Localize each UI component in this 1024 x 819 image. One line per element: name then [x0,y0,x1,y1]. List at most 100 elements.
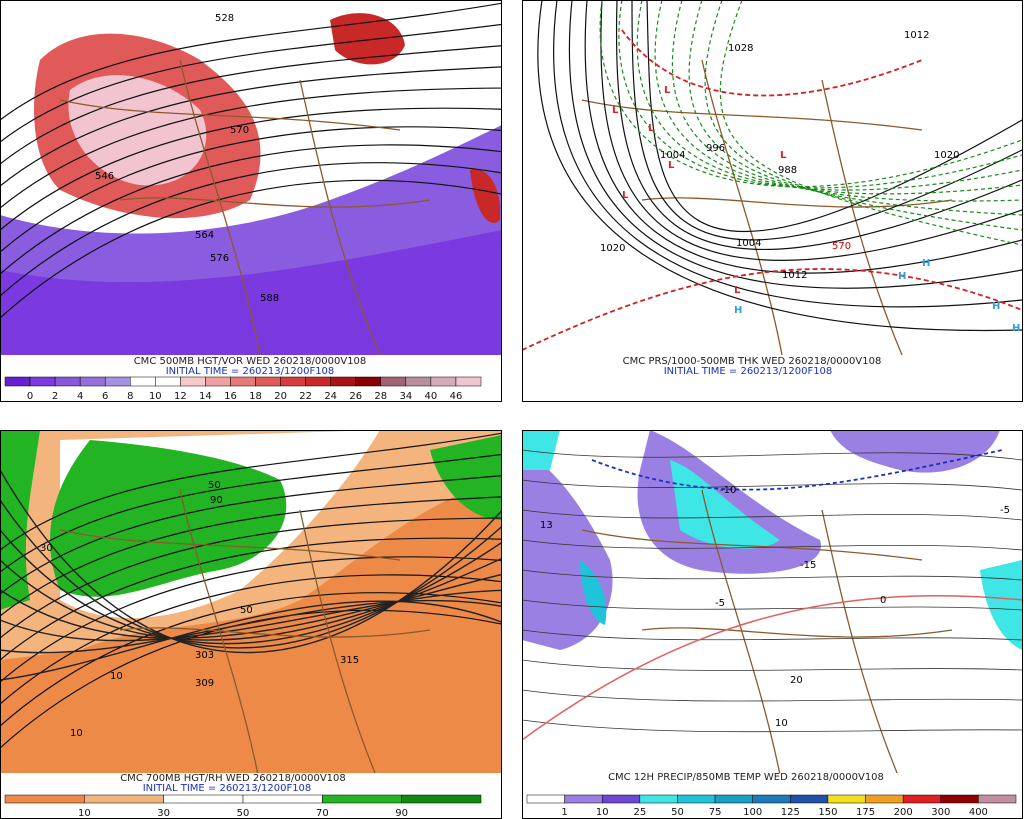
high-marker: H [992,301,1000,312]
contour-line [299,509,376,773]
colorbar-swatch [322,794,402,804]
contour-label: 13 [540,520,553,531]
contour-label: 570 [832,241,851,252]
contour-line [0,475,502,595]
contour-label: 1020 [934,150,959,161]
colorbar-label: 30 [157,808,170,819]
contour-line [522,659,1022,671]
contour-line [646,0,1022,233]
colorbar-swatch [305,376,331,387]
contour-line [179,59,261,355]
contour-label: -10 [720,485,736,496]
contour-line [522,719,1022,733]
contour-line [0,87,502,209]
contour-line [671,0,1022,202]
colorbar-swatch [163,794,244,804]
colorbar-label: 12 [174,391,187,402]
contour-line [615,0,1022,250]
colorbar-swatch [155,376,181,387]
colorbar-swatch [79,376,106,387]
contour-line [0,529,502,645]
colorbar-swatch [564,794,603,804]
panel-title: CMC PRS/1000-500MB THK WED 260218/0000V1… [623,356,882,367]
colorbar-label: 22 [299,391,312,402]
contour-label: 564 [195,230,214,241]
colorbar-swatch [401,794,482,804]
panel-frame [522,0,1023,402]
panel-title: CMC 700MB HGT/RH WED 260218/0000V108 [120,773,346,784]
contour-line [522,268,1022,351]
high-marker: H [1012,323,1020,334]
contour-line [701,489,781,773]
contour-label: -5 [715,598,725,609]
colorbar-swatch [4,376,31,387]
high-marker: H [922,258,930,269]
colorbar-label: 100 [743,807,762,818]
colorbar-label: 25 [633,807,646,818]
contour-line [522,509,1022,521]
contour-line [584,0,1022,274]
contour-label: 1028 [728,43,753,54]
colorbar-swatch [978,794,1017,804]
contour-line [0,599,502,654]
vort-area [68,75,207,186]
contour-line [0,574,502,705]
contour-line [654,0,1022,195]
contour-line [0,573,502,639]
contour-line [522,595,1022,741]
contour-line [0,589,502,642]
contour-line [618,0,1022,189]
contour-line [0,23,502,143]
contour-line [0,2,502,121]
colorbar-label: 90 [395,808,408,819]
contour-label: -5 [1000,505,1010,516]
contour-line [0,107,502,231]
panel-subtitle: INITIAL TIME = 260213/1200F108 [143,783,312,794]
contour-line [719,0,1022,246]
colorbar-label: 8 [127,391,133,402]
contour-line [0,557,502,641]
colorbar-label: 70 [316,808,329,819]
colorbar-swatch [230,376,256,387]
high-marker: H [898,271,906,282]
colorbar-swatch [790,794,829,804]
colorbar-swatch [84,794,164,804]
low-marker: L [664,85,671,96]
colorbar-swatch [639,794,678,804]
colorbar-swatch [714,794,753,804]
colorbar-swatch [4,794,85,804]
colorbar-swatch [752,794,791,804]
contour-line [0,453,502,573]
contour-line [0,162,502,297]
contour-line [59,99,401,131]
contour-label: -15 [800,560,816,571]
panel-title: CMC 500MB HGT/VOR WED 260218/0000V108 [134,356,367,367]
contour-line [0,496,502,617]
contour-label: 10 [70,728,83,739]
contour-label: 10 [775,718,788,729]
contour-line [0,592,502,727]
low-marker: L [648,123,655,134]
precip-area [522,430,560,470]
colorbar-label: 75 [709,807,722,818]
panel-frame [0,0,502,402]
colorbar-swatch [104,376,131,387]
contour-label: 588 [260,293,279,304]
low-marker: L [612,105,619,116]
contour-label: 528 [215,13,234,24]
contour-label: 988 [778,165,797,176]
low-marker: L [668,160,675,171]
contour-label: 570 [230,125,249,136]
map-humidity: 50 90 30 10 315 303 309 50 10 [0,430,502,773]
contour-label: 1012 [782,270,807,281]
contour-label: 576 [210,253,229,264]
colorbar-label: 10 [78,808,91,819]
colorbar-label: 50 [671,807,684,818]
panel-subtitle: INITIAL TIME = 260213/1200F108 [166,366,335,377]
contour-label: 1004 [736,238,761,249]
map-precip: -10 -15 -5 0 10 20 13 -5 [522,430,1022,773]
precip-area [830,430,1000,473]
colorbar-label: 40 [425,391,438,402]
colorbar-label: 400 [969,807,988,818]
contour-label: 1012 [904,30,929,41]
